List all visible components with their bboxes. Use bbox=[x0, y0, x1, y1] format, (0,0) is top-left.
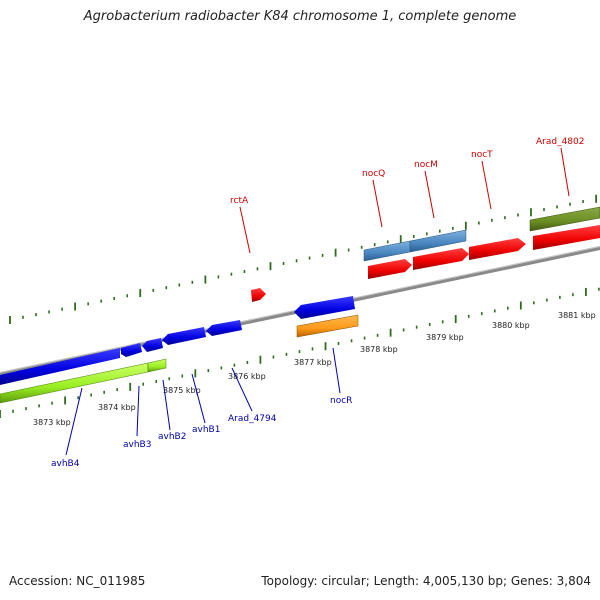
scale-label: 3876 kbp bbox=[228, 372, 266, 381]
scale-label: 3880 kbp bbox=[492, 321, 530, 330]
nocR-label[interactable]: nocR bbox=[330, 396, 352, 406]
avhB3-gene-arrow[interactable] bbox=[121, 343, 142, 357]
forward-strand-genes bbox=[251, 225, 600, 302]
nocT-leader bbox=[481, 160, 492, 210]
Arad_4794-leader bbox=[231, 367, 253, 412]
Arad_4802-leader bbox=[560, 147, 570, 197]
Arad_4794-label[interactable]: Arad_4794 bbox=[228, 414, 277, 424]
Arad_4794-gene-arrow[interactable] bbox=[206, 320, 242, 336]
avhB2-leader bbox=[162, 379, 171, 431]
forward-gene-labels: rctA nocQ nocM nocT Arad_4802 bbox=[230, 137, 585, 206]
nocQ-label[interactable]: nocQ bbox=[362, 169, 385, 179]
genome-summary-text: Topology: circular; Length: 4,005,130 bp… bbox=[261, 574, 591, 588]
scale-labels: 3873 kbp 3874 kbp 3875 kbp 3876 kbp 3877… bbox=[33, 311, 596, 427]
rctA-gene-arrow[interactable] bbox=[251, 288, 266, 302]
Arad_4802-label[interactable]: Arad_4802 bbox=[536, 137, 585, 147]
avhB3-label[interactable]: avhB3 bbox=[123, 440, 151, 450]
avhB4-leader bbox=[65, 387, 83, 456]
nocM-label[interactable]: nocM bbox=[414, 160, 438, 170]
accession-text: Accession: NC_011985 bbox=[9, 574, 146, 588]
scale-label: 3879 kbp bbox=[426, 333, 464, 342]
nocM-feature-box[interactable] bbox=[409, 229, 467, 253]
upper-feature-band bbox=[363, 206, 600, 262]
nocR-feature-box[interactable] bbox=[296, 314, 359, 338]
nocT-label[interactable]: nocT bbox=[471, 150, 493, 160]
avhB2-label[interactable]: avhB2 bbox=[158, 432, 186, 442]
avhB1-gene-arrow[interactable] bbox=[162, 327, 206, 345]
avhB1-leader bbox=[191, 373, 206, 424]
avhB4-gene-arrow[interactable] bbox=[0, 348, 120, 385]
upper-tick-track bbox=[9, 194, 598, 324]
nocM-leader bbox=[424, 170, 435, 219]
nocQ-gene-arrow[interactable] bbox=[368, 259, 412, 279]
scale-label: 3875 kbp bbox=[163, 386, 201, 395]
scale-label: 3881 kbp bbox=[558, 311, 596, 320]
nocT-gene-arrow[interactable] bbox=[469, 238, 526, 260]
nocM-gene-arrow[interactable] bbox=[413, 248, 469, 270]
scale-label: 3874 kbp bbox=[98, 403, 136, 412]
avhB2-gene-arrow[interactable] bbox=[142, 338, 163, 352]
nocQ-feature-box[interactable] bbox=[363, 240, 411, 262]
lower-feature-band bbox=[0, 314, 359, 404]
reverse-strand-genes bbox=[0, 296, 355, 385]
rctA-leader bbox=[239, 206, 251, 254]
avhB1-label[interactable]: avhB1 bbox=[192, 425, 220, 435]
nocR-leader bbox=[332, 347, 341, 394]
rctA-label[interactable]: rctA bbox=[230, 196, 249, 206]
scale-label: 3873 kbp bbox=[33, 418, 71, 427]
scale-label: 3877 kbp bbox=[294, 358, 332, 367]
reverse-gene-labels: avhB4 avhB3 avhB2 avhB1 Arad_4794 nocR bbox=[51, 396, 352, 469]
avhB4-label[interactable]: avhB4 bbox=[51, 459, 80, 469]
nocQ-leader bbox=[372, 179, 383, 228]
lower-tick-track bbox=[0, 287, 600, 418]
Arad_4802-feature-box[interactable] bbox=[529, 206, 600, 232]
avhB3-feature-box[interactable] bbox=[147, 358, 167, 373]
map-title: Agrobacterium radiobacter K84 chromosome… bbox=[83, 9, 517, 24]
forward-label-leaders bbox=[239, 147, 570, 254]
reverse-label-leaders bbox=[65, 347, 341, 456]
scale-label: 3878 kbp bbox=[360, 345, 398, 354]
nocR-gene-arrow[interactable] bbox=[294, 296, 355, 319]
Arad_4802-gene-arrow[interactable] bbox=[533, 225, 600, 250]
avhB3-leader bbox=[136, 385, 140, 437]
